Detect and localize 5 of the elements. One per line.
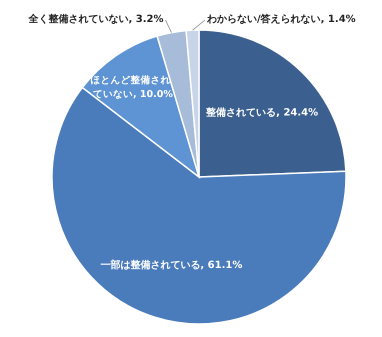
- slice-label: ほとんど整備されていない, 10.0%: [90, 74, 174, 100]
- slice-label: 全く整備されていない, 3.2%: [27, 13, 164, 25]
- slice-label: わからない/答えられない, 1.4%: [206, 13, 356, 25]
- slice-label: 整備されている, 24.4%: [205, 106, 318, 118]
- slice-label: 一部は整備されている, 61.1%: [100, 258, 242, 271]
